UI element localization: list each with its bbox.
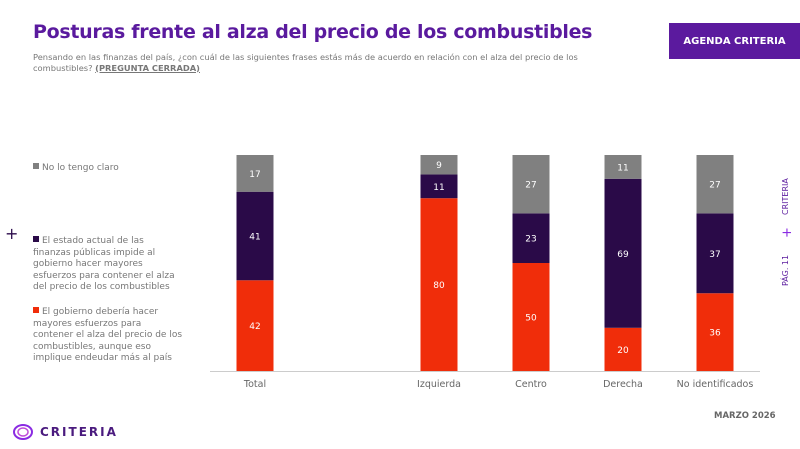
data-label: 17 (249, 170, 260, 180)
data-label: 80 (433, 281, 445, 291)
logo-text: CRITERIA (40, 425, 118, 439)
side-label: CRITERIA + PÁG. 11 (780, 170, 795, 290)
plus-icon: + (5, 224, 19, 243)
data-label: 11 (617, 163, 628, 173)
legend-label: El estado actual de las finanzas pública… (33, 236, 175, 292)
data-label: 23 (525, 235, 536, 245)
bar-segment (512, 213, 550, 263)
data-label: 9 (436, 161, 442, 171)
data-label: 11 (433, 183, 444, 193)
legend-item-finances: El estado actual de las finanzas pública… (33, 236, 183, 294)
question-text: Pensando en las finanzas del país, ¿con … (33, 52, 593, 73)
data-label: 69 (617, 250, 629, 260)
side-brand: CRITERIA (781, 178, 790, 215)
legend-swatch (33, 163, 39, 169)
legend-label: No lo tengo claro (42, 163, 119, 173)
bar-segment (420, 155, 458, 175)
criteria-logo: CRITERIA (12, 423, 118, 441)
data-label: 36 (709, 329, 721, 339)
data-label: 27 (525, 181, 536, 191)
category-label: Total (243, 379, 266, 390)
plus-icon: + (780, 227, 795, 238)
page-title: Posturas frente al alza del precio de lo… (33, 21, 593, 43)
data-label: 20 (617, 346, 629, 356)
bar-segment (512, 155, 550, 214)
legend-label: El gobierno debería hacer mayores esfuer… (33, 307, 183, 363)
bar-segment (236, 280, 274, 371)
logo-icon (13, 424, 33, 440)
bar-segment (236, 191, 274, 281)
bar-segment (420, 198, 458, 371)
question-tag: (PREGUNTA CERRADA) (95, 62, 200, 73)
legend-item-unclear: No lo tengo claro (33, 163, 183, 175)
bar-segment (604, 178, 642, 328)
category-label: No identificados (677, 379, 754, 390)
category-label: Derecha (603, 379, 643, 390)
page-number: PÁG. 11 (781, 254, 790, 286)
data-label: 41 (249, 233, 260, 243)
bar-segment (696, 213, 734, 294)
bar-segment (604, 327, 642, 371)
bar-segment (420, 174, 458, 199)
legend-item-government: El gobierno debería hacer mayores esfuer… (33, 307, 183, 365)
data-label: 42 (249, 322, 260, 332)
question: Pensando en las finanzas del país, ¿con … (33, 52, 578, 73)
data-label: 27 (709, 181, 720, 191)
bar-segment (236, 155, 274, 192)
bar-segment (512, 263, 550, 371)
report-date: MARZO 2026 (714, 411, 776, 421)
category-label: Centro (515, 379, 547, 390)
category-label: Izquierda (417, 379, 461, 390)
bar-segment (696, 155, 734, 214)
data-label: 50 (525, 314, 537, 324)
data-label: 37 (709, 250, 720, 260)
bar-segment (604, 155, 642, 179)
legend-swatch (33, 236, 39, 242)
agenda-criteria-badge[interactable]: AGENDA CRITERIA (669, 23, 800, 59)
bar-segment (696, 293, 734, 371)
legend-swatch (33, 307, 39, 313)
